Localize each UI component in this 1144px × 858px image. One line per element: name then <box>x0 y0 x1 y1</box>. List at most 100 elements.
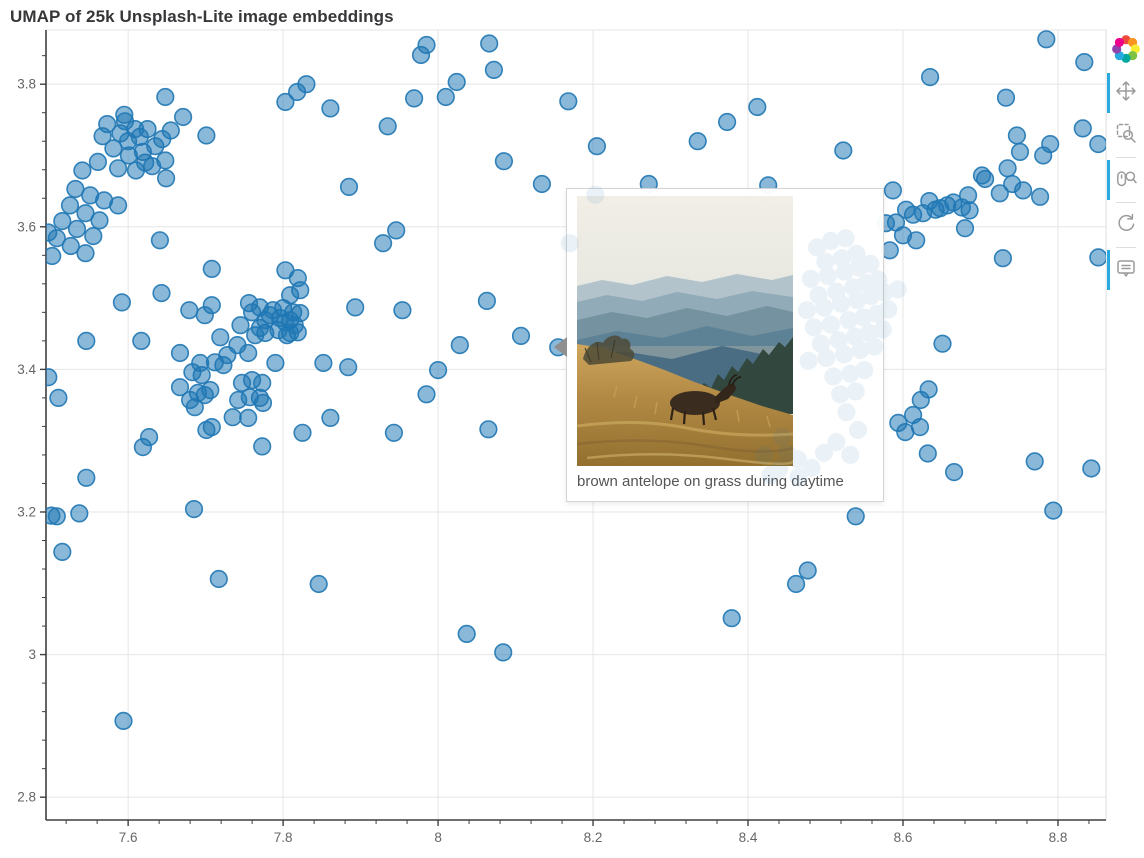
scatter-point[interactable] <box>339 177 359 196</box>
scatter-point[interactable] <box>133 438 152 457</box>
scatter-point[interactable] <box>152 284 171 303</box>
scatter-point[interactable] <box>88 152 107 171</box>
scatter-point[interactable] <box>1030 187 1050 206</box>
scatter-point[interactable] <box>587 137 607 156</box>
scatter-point[interactable] <box>786 574 806 594</box>
scatter-point[interactable] <box>387 221 406 240</box>
scatter-point[interactable] <box>717 112 737 132</box>
scatter-point[interactable] <box>436 87 455 107</box>
scatter-point[interactable] <box>1073 119 1092 138</box>
scatter-point[interactable] <box>67 219 87 238</box>
scatter-point[interactable] <box>484 60 504 80</box>
scatter-point[interactable] <box>61 236 80 256</box>
scatter-point[interactable] <box>76 204 95 223</box>
scatter-point[interactable] <box>559 92 578 111</box>
scatter-point[interactable] <box>411 45 431 65</box>
scatter-point[interactable] <box>192 366 211 385</box>
scatter-point[interactable] <box>321 99 340 118</box>
scatter-point[interactable] <box>393 301 412 320</box>
scatter-point[interactable] <box>1089 135 1107 154</box>
scatter-point[interactable] <box>920 67 940 87</box>
scatter-point[interactable] <box>494 152 514 171</box>
scatter-point[interactable] <box>293 423 312 442</box>
scatter-point[interactable] <box>40 223 58 242</box>
scatter-point[interactable] <box>748 97 767 117</box>
scatter-point[interactable] <box>405 89 424 108</box>
reset-tool-button[interactable] <box>1107 204 1144 246</box>
scatter-point[interactable] <box>933 334 952 353</box>
scatter-point[interactable] <box>993 249 1013 268</box>
scatter-point[interactable] <box>239 408 258 428</box>
scatter-point[interactable] <box>170 343 190 363</box>
scatter-point[interactable] <box>197 126 216 145</box>
scatter-point[interactable] <box>223 408 242 427</box>
scatter-point[interactable] <box>84 227 103 246</box>
scatter-point[interactable] <box>76 244 95 263</box>
scatter-point[interactable] <box>153 130 172 149</box>
scatter-point[interactable] <box>73 161 92 180</box>
scatter-point[interactable] <box>185 398 204 417</box>
scatter-point[interactable] <box>975 169 995 189</box>
scatter-point[interactable] <box>384 423 404 442</box>
scatter-point[interactable] <box>60 196 80 215</box>
scatter-point[interactable] <box>477 291 497 311</box>
scatter-point[interactable] <box>1037 30 1056 49</box>
scatter-point[interactable] <box>184 500 204 519</box>
scatter-point[interactable] <box>114 711 133 731</box>
scatter-point[interactable] <box>1089 248 1107 267</box>
scatter-point[interactable] <box>253 373 272 393</box>
scatter-point[interactable] <box>479 420 498 439</box>
scatter-point[interactable] <box>1075 52 1094 72</box>
scatter-point[interactable] <box>49 388 68 408</box>
scatter-point[interactable] <box>288 269 307 288</box>
scatter-point[interactable] <box>374 234 393 253</box>
scatter-point[interactable] <box>174 107 193 127</box>
scatter-point[interactable] <box>926 200 945 219</box>
scatter-point[interactable] <box>846 507 865 526</box>
scatter-point[interactable] <box>457 624 476 644</box>
scatter-point[interactable] <box>429 361 448 380</box>
scatter-point[interactable] <box>66 179 85 199</box>
scatter-point[interactable] <box>447 72 466 92</box>
scatter-point[interactable] <box>314 353 333 373</box>
scatter-point[interactable] <box>960 201 979 220</box>
scatter-point[interactable] <box>115 112 135 131</box>
scatter-point[interactable] <box>90 211 109 230</box>
scatter-point[interactable] <box>834 141 853 160</box>
scatter-point[interactable] <box>1025 452 1044 471</box>
scatter-point[interactable] <box>195 306 214 325</box>
scatter-point[interactable] <box>494 643 513 662</box>
scatter-point[interactable] <box>260 306 280 325</box>
scatter-point[interactable] <box>44 246 62 266</box>
scatter-point[interactable] <box>1010 142 1030 161</box>
scatter-point[interactable] <box>112 293 131 312</box>
scatter-point[interactable] <box>1082 459 1101 478</box>
scatter-point[interactable] <box>990 184 1009 203</box>
scatter-point[interactable] <box>197 420 216 440</box>
scatter-point[interactable] <box>907 231 926 250</box>
scatter-point[interactable] <box>253 437 272 456</box>
wheel-zoom-tool-button[interactable] <box>1107 159 1144 201</box>
scatter-point[interactable] <box>108 196 128 215</box>
scatter-point[interactable] <box>288 82 307 102</box>
scatter-point[interactable] <box>136 153 155 172</box>
scatter-point[interactable] <box>239 343 258 363</box>
scatter-point[interactable] <box>346 298 365 317</box>
bokeh-logo[interactable] <box>1111 34 1141 64</box>
scatter-point[interactable] <box>998 159 1017 178</box>
scatter-point[interactable] <box>170 378 190 397</box>
scatter-point[interactable] <box>798 561 817 580</box>
scatter-point[interactable] <box>53 212 72 231</box>
scatter-point[interactable] <box>511 326 531 346</box>
scatter-point[interactable] <box>1044 501 1063 520</box>
scatter-point[interactable] <box>40 368 58 387</box>
scatter-point[interactable] <box>156 87 175 107</box>
pan-tool-button[interactable] <box>1107 72 1144 114</box>
scatter-point[interactable] <box>157 169 176 188</box>
box-zoom-tool-button[interactable] <box>1107 114 1144 156</box>
scatter-point[interactable] <box>321 408 340 428</box>
scatter-point[interactable] <box>450 336 469 355</box>
scatter-point[interactable] <box>955 219 975 238</box>
scatter-point[interactable] <box>77 331 96 351</box>
scatter-point[interactable] <box>70 504 89 523</box>
